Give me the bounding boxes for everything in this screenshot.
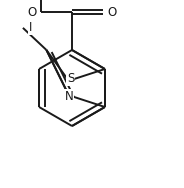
Text: N: N [64, 90, 73, 103]
Text: O: O [107, 5, 116, 18]
Text: O: O [28, 5, 37, 18]
Text: I: I [29, 21, 32, 34]
Text: S: S [67, 72, 75, 85]
